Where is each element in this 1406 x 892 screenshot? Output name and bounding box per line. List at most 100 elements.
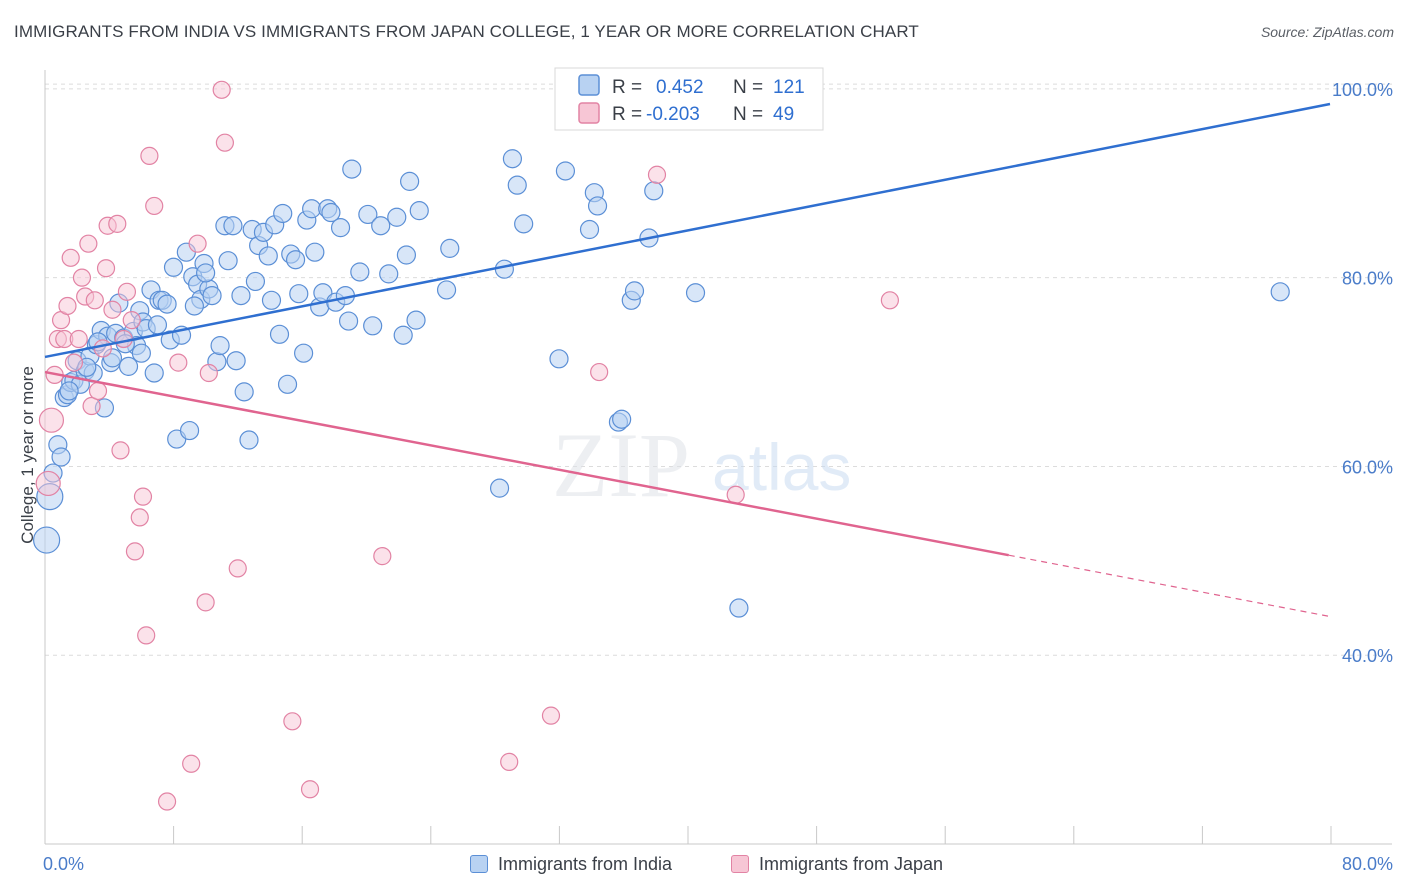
india-n-value: 121 [773,77,805,98]
india-point [118,356,139,376]
legend-india-label: Immigrants from India [498,853,673,874]
india-point [59,381,79,401]
japan-point [157,792,177,811]
india-point [436,280,457,300]
india-point [289,284,309,304]
y-tick-label-100: 100.0% [1332,80,1393,100]
legend-item-japan[interactable]: Immigrants from Japan [731,850,943,878]
india-point [729,598,749,618]
y-tick-label-40: 40.0% [1342,646,1393,666]
india-point [350,262,370,282]
india-point [514,214,534,234]
india-point [393,325,413,345]
india-point [338,311,359,331]
japan-point [61,248,80,267]
japan-points [35,80,899,811]
japan-point [130,508,149,527]
india-point [502,149,523,169]
india-point [612,409,632,429]
japan-point [137,626,156,645]
japan-point [182,754,201,773]
india-point [489,478,510,498]
japan-r-value: -0.203 [646,104,700,125]
japan-point [500,752,519,771]
india-point [245,271,266,292]
japan-n-value: 49 [773,104,794,125]
japan-point [133,487,153,506]
japan-point [590,362,609,382]
japan-point [96,259,116,278]
legend-item-india[interactable]: Immigrants from India [470,850,672,878]
japan-swatch [731,855,749,873]
india-point [223,216,243,236]
india-point [269,324,290,344]
india-point [294,343,314,363]
india-point [507,175,527,195]
india-point [218,251,238,271]
japan-point [215,133,234,152]
india-point [277,374,298,394]
india-point [494,259,514,279]
japan-point [140,146,159,165]
india-point [579,219,600,240]
india-point [144,363,164,383]
japan-point [196,593,215,612]
japan-point [69,329,88,349]
japan-point [88,381,108,401]
india-n-label: N = [733,77,763,98]
japan-point [72,268,92,287]
india-point [555,161,576,181]
japan-point [117,282,137,301]
india-point [210,336,230,356]
india-point [285,250,306,270]
japan-point [726,485,745,504]
india-point [409,201,429,221]
x-tick-label-min: 0.0% [43,854,84,874]
india-point [196,263,216,283]
japan-n-label: N = [733,104,763,125]
trend-lines [44,102,1331,618]
grid-layer [45,83,1392,656]
india-point [440,238,460,258]
india-point [1270,282,1290,302]
india-point [363,316,383,336]
india-point [202,285,222,306]
japan-point [125,542,145,561]
japan-point [228,559,247,578]
india-point [624,281,645,301]
india-point [179,420,200,441]
india-point [302,199,322,219]
japan-trend-extension [1008,554,1331,618]
india-point [379,264,399,284]
india-point [321,202,341,223]
japan-point [93,339,112,358]
japan-point [188,234,207,253]
india-point [371,216,391,236]
y-tick-label-80: 80.0% [1342,269,1393,289]
india-point [163,257,184,277]
japan-point [373,547,392,566]
japan-trend-line [44,370,1009,557]
india-point [330,218,351,238]
india-point [131,343,151,363]
japan-point [283,712,302,731]
stats-legend: R = 0.452 N = 121 R = -0.203 N = 49 [554,67,824,131]
y-axis-label: College, 1 year or more [18,366,37,544]
x-tick-label-max: 80.0% [1342,854,1393,874]
india-point [239,430,259,450]
india-legend-swatch [578,74,600,96]
watermark: ZIP atlas [552,414,851,516]
india-point [342,159,362,179]
india-point [305,242,325,262]
india-point [387,207,407,227]
india-point [33,526,61,554]
japan-point [58,296,77,316]
japan-point [79,234,98,253]
source-credit: Source: ZipAtlas.com [1260,24,1394,40]
japan-point [103,300,122,319]
japan-point [647,165,667,184]
japan-point [541,706,561,725]
india-point [231,285,251,306]
japan-point [108,214,127,233]
india-point [261,290,282,310]
